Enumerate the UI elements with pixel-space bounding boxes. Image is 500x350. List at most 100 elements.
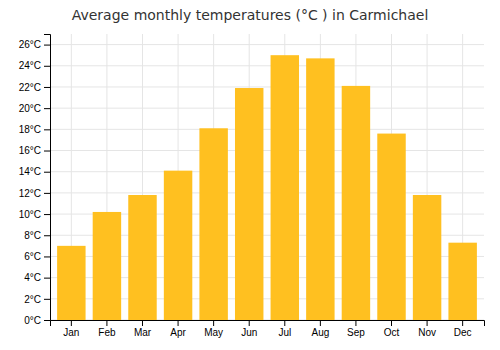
grid-line bbox=[50, 129, 484, 130]
tick: 0°C bbox=[24, 315, 50, 326]
bar bbox=[413, 195, 441, 320]
tick-mark bbox=[44, 66, 50, 67]
tick: 18°C bbox=[19, 124, 50, 135]
tick-label: 6°C bbox=[24, 251, 41, 262]
tick-mark bbox=[44, 256, 50, 257]
tick-label: 8°C bbox=[24, 230, 41, 241]
tick: Apr bbox=[170, 320, 186, 338]
axis-line bbox=[44, 35, 51, 321]
grid-line bbox=[50, 86, 484, 87]
tick-label: 12°C bbox=[19, 188, 41, 199]
tick-mark bbox=[44, 235, 50, 236]
tick-label: 24°C bbox=[19, 60, 41, 71]
tick-mark bbox=[44, 87, 50, 88]
bar bbox=[93, 212, 121, 320]
tick: 2°C bbox=[24, 294, 50, 305]
tick-mark bbox=[427, 320, 428, 326]
tick: 26°C bbox=[19, 39, 50, 50]
grid-line bbox=[50, 108, 484, 109]
tick-label: 10°C bbox=[19, 209, 41, 220]
tick-label: May bbox=[204, 327, 223, 338]
tick: 24°C bbox=[19, 60, 50, 71]
tick-label: Aug bbox=[311, 327, 329, 338]
bar bbox=[164, 171, 192, 320]
axis-line bbox=[51, 321, 485, 327]
tick-label: 4°C bbox=[24, 272, 41, 283]
tick: 16°C bbox=[19, 145, 50, 156]
tick: 6°C bbox=[24, 251, 50, 262]
tick: 20°C bbox=[19, 103, 50, 114]
grid-line bbox=[50, 150, 484, 151]
tick-mark bbox=[44, 320, 50, 321]
tick-mark bbox=[44, 214, 50, 215]
x-axis: Jan Feb Mar Apr May Jun Jul Aug Sep Oct Nov Dec bbox=[51, 320, 485, 338]
tick-mark bbox=[284, 320, 285, 326]
tick-mark bbox=[320, 320, 321, 326]
tick: Oct bbox=[384, 320, 400, 338]
tick-label: 18°C bbox=[19, 124, 41, 135]
grid-line bbox=[50, 192, 484, 193]
tick-mark bbox=[391, 320, 392, 326]
tick: Jul bbox=[278, 320, 291, 338]
tick-label: 2°C bbox=[24, 294, 41, 305]
tick-label: Nov bbox=[418, 327, 436, 338]
tick-mark bbox=[44, 108, 50, 109]
title: Average monthly temperatures (°C ) in Ca… bbox=[72, 7, 429, 23]
grid bbox=[50, 34, 484, 320]
tick: May bbox=[204, 320, 223, 338]
tick-mark bbox=[355, 320, 356, 326]
tick-mark bbox=[44, 45, 50, 46]
grid-line bbox=[50, 171, 484, 172]
y-axis: 0°C 2°C 4°C 6°C 8°C 10°C 12°C 14°C 16°C 18°C 20°C 2… bbox=[19, 35, 51, 326]
tick-mark bbox=[71, 320, 72, 326]
tick-label: Sep bbox=[347, 327, 365, 338]
bar bbox=[199, 128, 227, 320]
bar bbox=[128, 195, 156, 320]
tick-label: 16°C bbox=[19, 145, 41, 156]
bar bbox=[235, 88, 263, 320]
tick: Dec bbox=[454, 320, 472, 338]
tick-label: 14°C bbox=[19, 166, 41, 177]
tick-label: Apr bbox=[170, 327, 186, 338]
tick-label: Mar bbox=[134, 327, 152, 338]
chart: Average monthly temperatures (°C ) in Ca… bbox=[0, 0, 500, 350]
tick-label: Dec bbox=[454, 327, 472, 338]
bar bbox=[271, 55, 299, 320]
tick-label: 0°C bbox=[24, 315, 41, 326]
bar bbox=[306, 58, 334, 320]
tick: 12°C bbox=[19, 188, 50, 199]
tick-label: 20°C bbox=[19, 103, 41, 114]
tick: Mar bbox=[134, 320, 152, 338]
tick: 14°C bbox=[19, 166, 50, 177]
grid-line bbox=[50, 65, 484, 66]
tick-label: Jun bbox=[241, 327, 257, 338]
tick: 8°C bbox=[24, 230, 50, 241]
tick-mark bbox=[106, 320, 107, 326]
tick-mark bbox=[213, 320, 214, 326]
tick-label: 22°C bbox=[19, 82, 41, 93]
bar bbox=[448, 243, 476, 320]
grid-line bbox=[50, 44, 484, 45]
tick: Feb bbox=[98, 320, 116, 338]
tick-mark bbox=[462, 320, 463, 326]
tick-label: 26°C bbox=[19, 39, 41, 50]
tick-label: Oct bbox=[384, 327, 400, 338]
tick: Jun bbox=[241, 320, 257, 338]
tick: 4°C bbox=[24, 272, 50, 283]
tick: Aug bbox=[311, 320, 329, 338]
tick-label: Feb bbox=[98, 327, 116, 338]
bar bbox=[377, 134, 405, 320]
bar bbox=[342, 86, 370, 320]
tick-mark bbox=[44, 129, 50, 130]
tick-label: Jul bbox=[278, 327, 291, 338]
tick-label: Jan bbox=[63, 327, 79, 338]
tick-mark bbox=[44, 151, 50, 152]
tick-mark bbox=[44, 299, 50, 300]
tick-mark bbox=[44, 278, 50, 279]
bar bbox=[57, 246, 85, 320]
tick: Nov bbox=[418, 320, 436, 338]
tick: Jan bbox=[63, 320, 79, 338]
tick: 10°C bbox=[19, 209, 50, 220]
tick: Sep bbox=[347, 320, 365, 338]
tick-mark bbox=[249, 320, 250, 326]
